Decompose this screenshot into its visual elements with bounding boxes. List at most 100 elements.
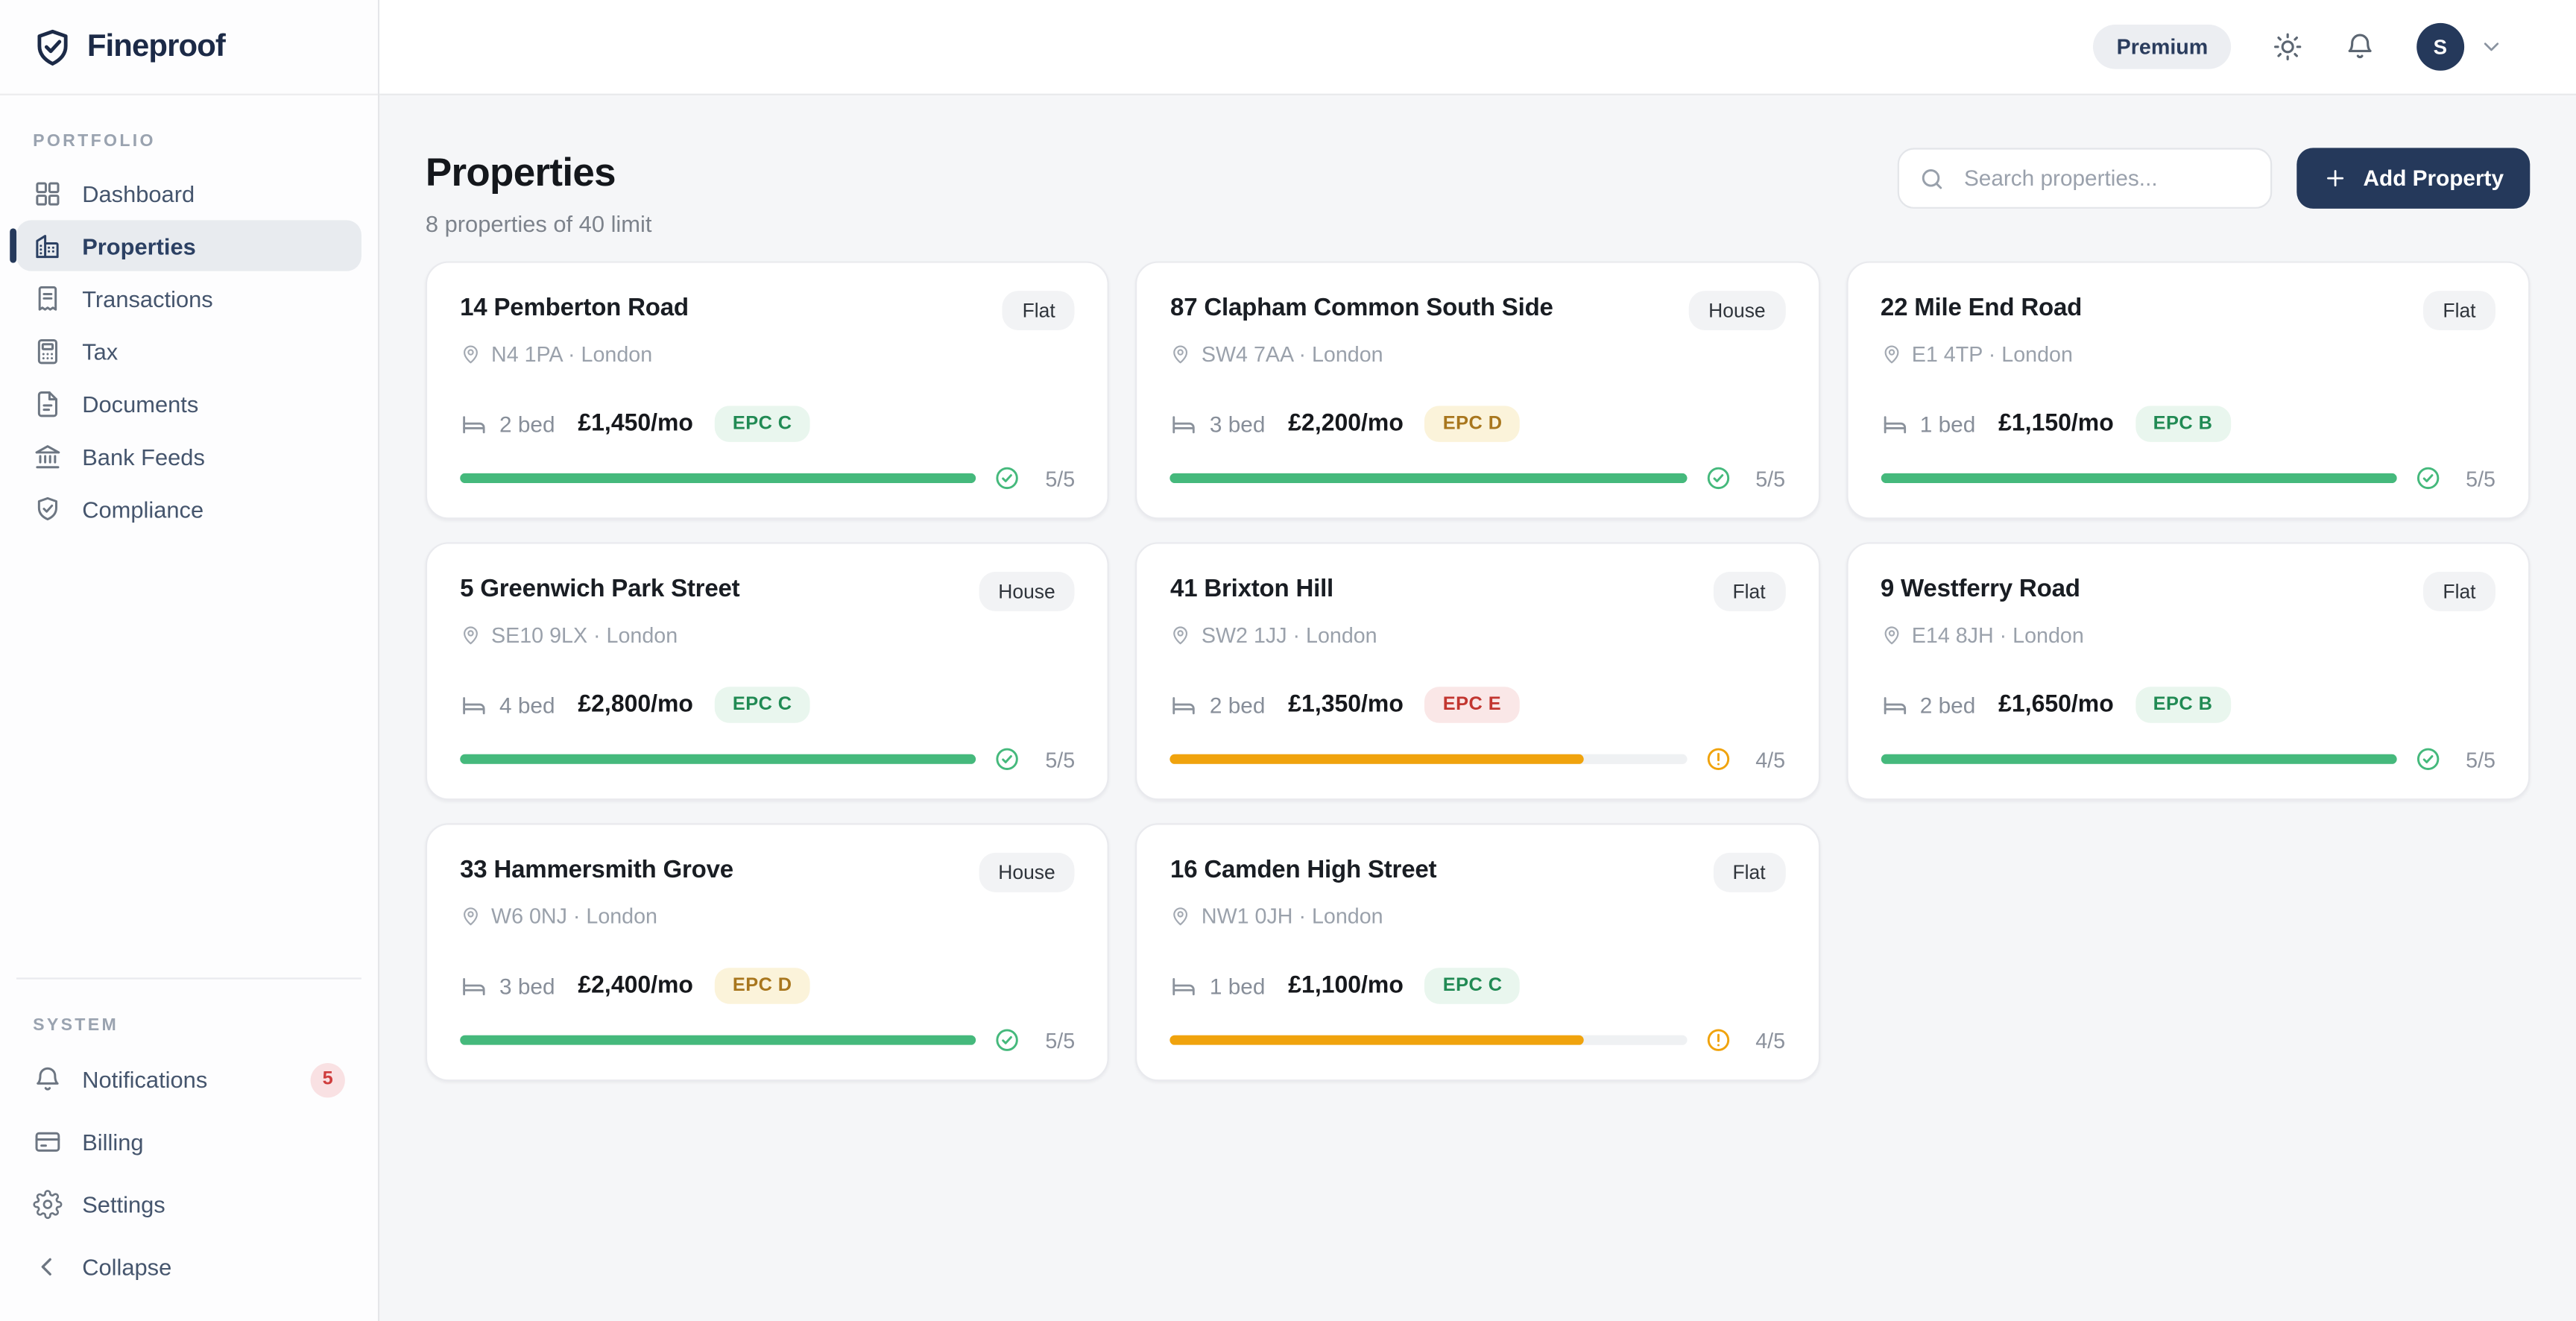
card-header: 5 Greenwich Park Street House bbox=[460, 572, 1076, 611]
property-rent: £2,400/mo bbox=[578, 972, 693, 1000]
property-location: SW4 7AA · London bbox=[1201, 341, 1383, 367]
avatar[interactable]: S bbox=[2416, 22, 2465, 71]
search-box[interactable] bbox=[1898, 148, 2273, 209]
compliance-progress-track bbox=[460, 1035, 976, 1045]
sidebar-item-label: Bank Feeds bbox=[82, 442, 205, 470]
property-location: E14 8JH · London bbox=[1911, 622, 2084, 648]
sidebar-item-notifications[interactable]: Notifications 5 bbox=[16, 1052, 362, 1108]
add-property-label: Add Property bbox=[2363, 165, 2504, 191]
bank-icon bbox=[33, 441, 63, 471]
property-facts-row: 1 bed £1,100/mo EPC C bbox=[1170, 968, 1785, 1004]
card-header: 22 Mile End Road Flat bbox=[1880, 291, 2496, 331]
plus-icon bbox=[2324, 166, 2349, 191]
property-facts-row: 2 bed £1,650/mo EPC B bbox=[1881, 687, 2496, 723]
shield-check-logo-icon bbox=[33, 27, 72, 66]
sidebar-item-documents[interactable]: Documents bbox=[16, 378, 362, 429]
sidebar-item-label: Properties bbox=[82, 232, 196, 259]
property-name: 5 Greenwich Park Street bbox=[460, 575, 740, 603]
credit-card-icon bbox=[33, 1127, 63, 1157]
sidebar-item-label: Billing bbox=[82, 1129, 144, 1156]
property-type-badge: House bbox=[1688, 291, 1786, 331]
sidebar-item-dashboard[interactable]: Dashboard bbox=[16, 168, 362, 218]
sidebar-collapse-button[interactable]: Collapse bbox=[16, 1239, 362, 1295]
compliance-score: 5/5 bbox=[1045, 465, 1076, 491]
property-location-row: N4 1PA · London bbox=[460, 341, 1075, 367]
bed-icon bbox=[460, 972, 487, 1000]
property-location-row: SE10 9LX · London bbox=[460, 622, 1075, 647]
property-type-badge: Flat bbox=[2422, 291, 2496, 331]
page-subtitle: 8 properties of 40 limit bbox=[425, 210, 652, 237]
map-pin-icon bbox=[460, 625, 482, 646]
property-name: 22 Mile End Road bbox=[1880, 294, 2083, 322]
sidebar-item-compliance[interactable]: Compliance bbox=[16, 483, 362, 534]
chevron-left-icon bbox=[33, 1252, 63, 1282]
property-beds: 2 bed bbox=[499, 412, 555, 437]
bed-icon bbox=[460, 691, 487, 719]
compliance-progress-row: 5/5 bbox=[1880, 465, 2496, 491]
property-beds: 4 bed bbox=[499, 693, 555, 718]
bed-icon bbox=[1170, 410, 1198, 438]
user-menu[interactable]: S bbox=[2416, 22, 2504, 71]
search-input[interactable] bbox=[1960, 164, 2252, 192]
property-card-22-mile-end-road[interactable]: 22 Mile End Road Flat E1 4TP · London 1 … bbox=[1846, 261, 2531, 520]
theme-toggle-sun-icon[interactable] bbox=[2272, 31, 2303, 63]
sidebar-item-bank-feeds[interactable]: Bank Feeds bbox=[16, 430, 362, 481]
building-icon bbox=[33, 231, 63, 261]
map-pin-icon bbox=[1170, 905, 1192, 927]
property-beds: 2 bed bbox=[1209, 693, 1266, 718]
property-type-badge: House bbox=[978, 572, 1076, 611]
sidebar-item-settings[interactable]: Settings bbox=[16, 1176, 362, 1232]
compliance-progress-row: 5/5 bbox=[460, 1027, 1075, 1053]
property-card-33-hammersmith-grove[interactable]: 33 Hammersmith Grove House W6 0NJ · Lond… bbox=[425, 823, 1110, 1082]
property-location: SE10 9LX · London bbox=[491, 622, 678, 648]
property-card-87-clapham-common-south-side[interactable]: 87 Clapham Common South Side House SW4 7… bbox=[1135, 261, 1820, 520]
property-location-row: SW4 7AA · London bbox=[1170, 341, 1785, 367]
property-type-badge: Flat bbox=[1713, 852, 1786, 892]
page-title-block: Properties 8 properties of 40 limit bbox=[425, 138, 652, 237]
sidebar-item-billing[interactable]: Billing bbox=[16, 1114, 362, 1170]
epc-badge: EPC E bbox=[1424, 687, 1520, 723]
sidebar-item-label: Notifications bbox=[82, 1066, 208, 1093]
toolbar: Add Property bbox=[1898, 148, 2531, 209]
epc-badge: EPC C bbox=[714, 687, 810, 723]
compliance-progress-fill bbox=[1170, 754, 1584, 764]
sidebar-section-label-portfolio: PORTFOLIO bbox=[33, 131, 156, 151]
beds-group: 1 bed bbox=[1881, 410, 1975, 438]
compliance-score: 4/5 bbox=[1755, 1027, 1786, 1053]
sidebar-item-label: Compliance bbox=[82, 495, 204, 522]
bed-icon bbox=[1170, 691, 1198, 719]
compliance-score: 5/5 bbox=[1045, 1027, 1076, 1053]
sidebar-nav: PORTFOLIO Dashboard Properties Transacti… bbox=[0, 95, 378, 1321]
document-icon bbox=[33, 388, 63, 418]
sidebar-item-label: Documents bbox=[82, 390, 199, 417]
compliance-progress-track bbox=[460, 473, 976, 483]
compliance-progress-fill bbox=[1170, 1035, 1584, 1045]
map-pin-icon bbox=[1881, 625, 1902, 646]
property-type-badge: House bbox=[978, 852, 1076, 892]
compliance-progress-fill bbox=[1170, 473, 1687, 483]
sidebar-item-properties[interactable]: Properties bbox=[10, 220, 362, 271]
property-card-14-pemberton-road[interactable]: 14 Pemberton Road Flat N4 1PA · London 2… bbox=[425, 261, 1110, 520]
compliance-progress-fill bbox=[460, 473, 976, 483]
property-card-16-camden-high-street[interactable]: 16 Camden High Street Flat NW1 0JH · Lon… bbox=[1135, 823, 1820, 1082]
check-circle-icon bbox=[2415, 465, 2441, 491]
epc-badge: EPC D bbox=[714, 968, 810, 1004]
property-card-9-westferry-road[interactable]: 9 Westferry Road Flat E14 8JH · London 2… bbox=[1846, 542, 2531, 801]
map-pin-icon bbox=[1170, 625, 1192, 646]
property-card-41-brixton-hill[interactable]: 41 Brixton Hill Flat SW2 1JJ · London 2 … bbox=[1135, 542, 1820, 801]
notifications-bell-icon[interactable] bbox=[2344, 31, 2375, 63]
sidebar-item-transactions[interactable]: Transactions bbox=[16, 273, 362, 324]
sidebar-item-tax[interactable]: Tax bbox=[16, 325, 362, 376]
property-card-5-greenwich-park-street[interactable]: 5 Greenwich Park Street House SE10 9LX ·… bbox=[425, 542, 1110, 801]
property-beds: 2 bed bbox=[1919, 693, 1976, 718]
property-facts-row: 2 bed £1,450/mo EPC C bbox=[460, 406, 1075, 442]
compliance-progress-row: 5/5 bbox=[460, 746, 1075, 772]
bed-icon bbox=[1881, 691, 1908, 719]
add-property-button[interactable]: Add Property bbox=[2297, 148, 2531, 209]
property-rent: £2,800/mo bbox=[578, 691, 693, 719]
compliance-progress-row: 4/5 bbox=[1170, 746, 1785, 772]
bed-icon bbox=[1881, 410, 1908, 438]
sidebar-system-section: SYSTEM Notifications 5 Billing Settings … bbox=[16, 977, 362, 1301]
property-location-row: E1 4TP · London bbox=[1881, 341, 2496, 367]
property-name: 16 Camden High Street bbox=[1170, 856, 1437, 884]
